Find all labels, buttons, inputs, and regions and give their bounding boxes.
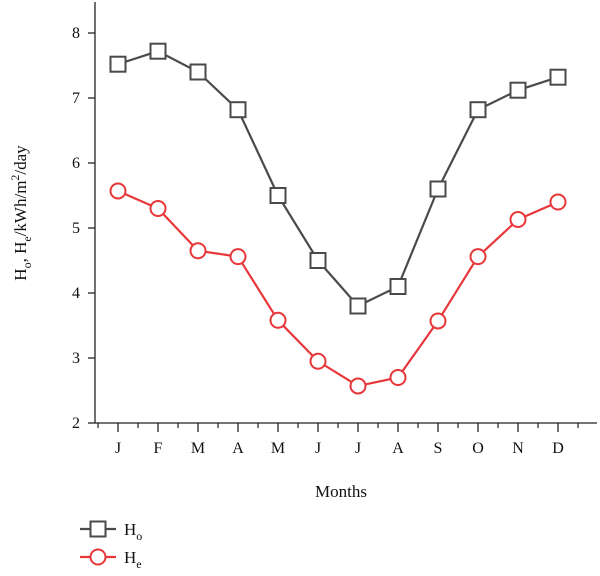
series-he bbox=[109, 182, 567, 395]
data-point-he bbox=[189, 242, 207, 260]
plot-area: 2 3 4 5 6 7 8 J F M A M J J A S O N D bbox=[72, 2, 597, 457]
legend-label-he-sub: e bbox=[136, 557, 141, 571]
legend-label-he-main: H bbox=[124, 548, 136, 567]
y-axis-ticks: 2 3 4 5 6 7 8 bbox=[72, 25, 95, 432]
y-tick-label: 4 bbox=[72, 285, 80, 302]
data-point-he bbox=[309, 352, 327, 370]
data-point-ho bbox=[349, 297, 367, 315]
x-tick-label: F bbox=[154, 440, 163, 457]
data-point-ho bbox=[509, 81, 527, 99]
data-point-he bbox=[429, 312, 447, 330]
data-point-he bbox=[509, 211, 527, 229]
x-tick-label: J bbox=[355, 440, 361, 457]
y-axis-title-superscript: 2 bbox=[8, 175, 22, 181]
x-tick-label: D bbox=[552, 440, 564, 457]
legend-item-ho: Ho bbox=[80, 520, 142, 543]
x-tick-label: A bbox=[232, 440, 244, 457]
data-point-ho bbox=[469, 101, 487, 119]
data-point-ho bbox=[549, 68, 567, 86]
data-point-he bbox=[549, 193, 567, 211]
y-axis-title-part: /kWh/m bbox=[11, 181, 30, 237]
x-tick-label: O bbox=[472, 440, 484, 457]
y-axis-title-subscript: o bbox=[20, 262, 34, 268]
legend: Ho He bbox=[80, 520, 142, 571]
legend-label-ho-main: H bbox=[124, 520, 136, 539]
legend-marker-he bbox=[89, 548, 107, 566]
data-point-ho bbox=[149, 42, 167, 60]
legend-label-he: He bbox=[124, 548, 142, 571]
y-axis-title-subscript: e bbox=[20, 236, 34, 241]
legend-label-ho: Ho bbox=[124, 520, 142, 543]
x-tick-label: M bbox=[191, 440, 205, 457]
y-tick-label: 8 bbox=[72, 25, 80, 42]
series-line-he bbox=[117, 189, 559, 388]
legend-label-ho-sub: o bbox=[136, 529, 142, 543]
y-tick-label: 3 bbox=[72, 350, 80, 367]
data-point-ho bbox=[309, 252, 327, 269]
y-axis-title: Ho, He/kWh/m2/day bbox=[8, 145, 34, 281]
data-point-he bbox=[269, 311, 287, 329]
x-tick-label: S bbox=[434, 440, 443, 457]
x-tick-label: A bbox=[392, 440, 404, 457]
data-point-he bbox=[229, 248, 247, 266]
series-layer bbox=[109, 42, 567, 395]
data-point-he bbox=[109, 182, 127, 200]
series-ho bbox=[109, 42, 567, 315]
data-point-he bbox=[389, 369, 407, 386]
legend-item-he: He bbox=[80, 548, 142, 571]
data-point-he bbox=[349, 377, 367, 395]
legend-marker-ho bbox=[89, 520, 107, 538]
x-tick-label: J bbox=[315, 440, 321, 457]
x-tick-label: M bbox=[271, 440, 285, 457]
data-point-ho bbox=[229, 101, 247, 119]
x-tick-label: J bbox=[115, 440, 121, 457]
y-axis-title-part: , H bbox=[11, 242, 30, 263]
data-point-he bbox=[469, 248, 487, 266]
data-point-ho bbox=[109, 55, 127, 73]
y-axis-title-part: /day bbox=[11, 145, 30, 175]
data-point-ho bbox=[189, 63, 207, 81]
y-tick-label: 6 bbox=[72, 155, 80, 172]
series-line-ho bbox=[117, 50, 559, 308]
x-axis-title: Months bbox=[315, 482, 367, 501]
data-point-ho bbox=[269, 187, 287, 204]
y-axis-title-part: H bbox=[11, 268, 30, 280]
x-tick-label: N bbox=[512, 440, 524, 457]
y-tick-label: 2 bbox=[72, 415, 80, 432]
data-point-ho bbox=[429, 180, 447, 198]
y-tick-label: 7 bbox=[72, 90, 80, 107]
data-point-ho bbox=[389, 278, 407, 295]
data-point-he bbox=[149, 200, 167, 217]
y-tick-label: 5 bbox=[72, 220, 80, 237]
